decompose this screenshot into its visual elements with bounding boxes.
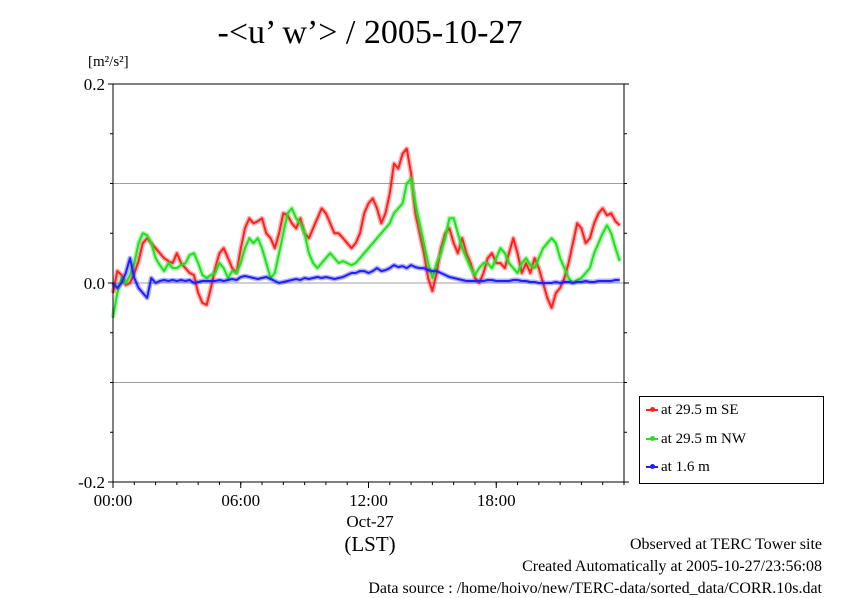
x-axis-timezone-label: (LST): [344, 532, 396, 556]
legend-item-1-6m: at 1.6 m: [640, 457, 823, 477]
x-tick-label-3: 18:00: [477, 491, 516, 510]
footer-observation-site: Observed at TERC Tower site: [629, 536, 822, 553]
y-tick-label-2: -0.2: [78, 473, 105, 492]
chart-legend: at 29.5 m SE at 29.5 m NW at 1.6 m: [639, 396, 824, 484]
x-axis-day-label: Oct-27: [346, 512, 394, 531]
y-tick-label-1: 0.0: [84, 274, 105, 293]
legend-marker-se: [650, 407, 655, 412]
x-tick-label-0: 00:00: [94, 491, 133, 510]
legend-item-nw: at 29.5 m NW: [640, 429, 823, 449]
footer-created-timestamp: Created Automatically at 2005-10-27/23:5…: [522, 558, 822, 575]
y-tick-label-0: 0.2: [84, 75, 105, 94]
series-line-2: [112, 257, 620, 299]
legend-marker-1-6m: [650, 464, 655, 469]
legend-label-nw: at 29.5 m NW: [661, 431, 746, 447]
chart-title: -<u’ w’> / 2005-10-27: [217, 14, 523, 51]
x-tick-label-1: 06:00: [221, 491, 260, 510]
series-line-1: [112, 177, 621, 318]
y-axis-unit-label: [m²/s²]: [88, 54, 129, 70]
legend-label-se: at 29.5 m SE: [661, 402, 739, 418]
x-tick-label-2: 12:00: [349, 491, 388, 510]
footer-data-source: Data source : /home/hoivo/new/TERC-data/…: [368, 580, 822, 597]
legend-item-se: at 29.5 m SE: [640, 400, 823, 420]
legend-label-1-6m: at 1.6 m: [661, 459, 710, 475]
legend-marker-nw: [650, 436, 655, 441]
series-line-0: [112, 147, 621, 309]
